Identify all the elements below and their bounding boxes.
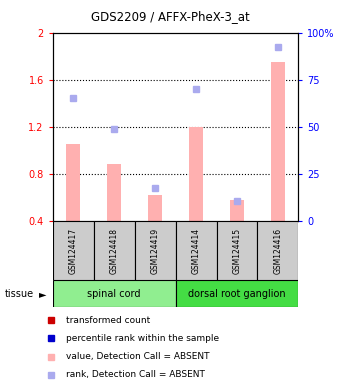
Bar (66, 144, 80, 221)
Text: tissue: tissue (5, 289, 34, 299)
Bar (135, 221, 176, 280)
Text: GSM124416: GSM124416 (273, 227, 282, 274)
Text: spinal cord: spinal cord (88, 289, 141, 299)
Bar (230, 200, 244, 221)
Bar (189, 127, 203, 221)
Bar (53, 221, 94, 280)
Bar (94, 221, 135, 280)
Bar (176, 280, 298, 307)
Bar (53, 280, 176, 307)
Bar (257, 221, 298, 280)
Text: GSM124418: GSM124418 (110, 228, 119, 273)
Text: ►: ► (39, 289, 46, 299)
Text: GSM124417: GSM124417 (69, 227, 78, 274)
Text: GSM124414: GSM124414 (192, 227, 201, 274)
Text: GSM124415: GSM124415 (233, 227, 241, 274)
Text: dorsal root ganglion: dorsal root ganglion (188, 289, 286, 299)
Bar (107, 164, 121, 221)
Text: rank, Detection Call = ABSENT: rank, Detection Call = ABSENT (66, 371, 205, 379)
Bar (148, 195, 162, 221)
Bar (217, 221, 257, 280)
Text: transformed count: transformed count (66, 316, 151, 324)
Text: GDS2209 / AFFX-PheX-3_at: GDS2209 / AFFX-PheX-3_at (91, 10, 250, 23)
Text: GSM124419: GSM124419 (151, 227, 160, 274)
Text: percentile rank within the sample: percentile rank within the sample (66, 334, 220, 343)
Bar (271, 62, 285, 221)
Text: value, Detection Call = ABSENT: value, Detection Call = ABSENT (66, 352, 210, 361)
Bar (176, 221, 217, 280)
